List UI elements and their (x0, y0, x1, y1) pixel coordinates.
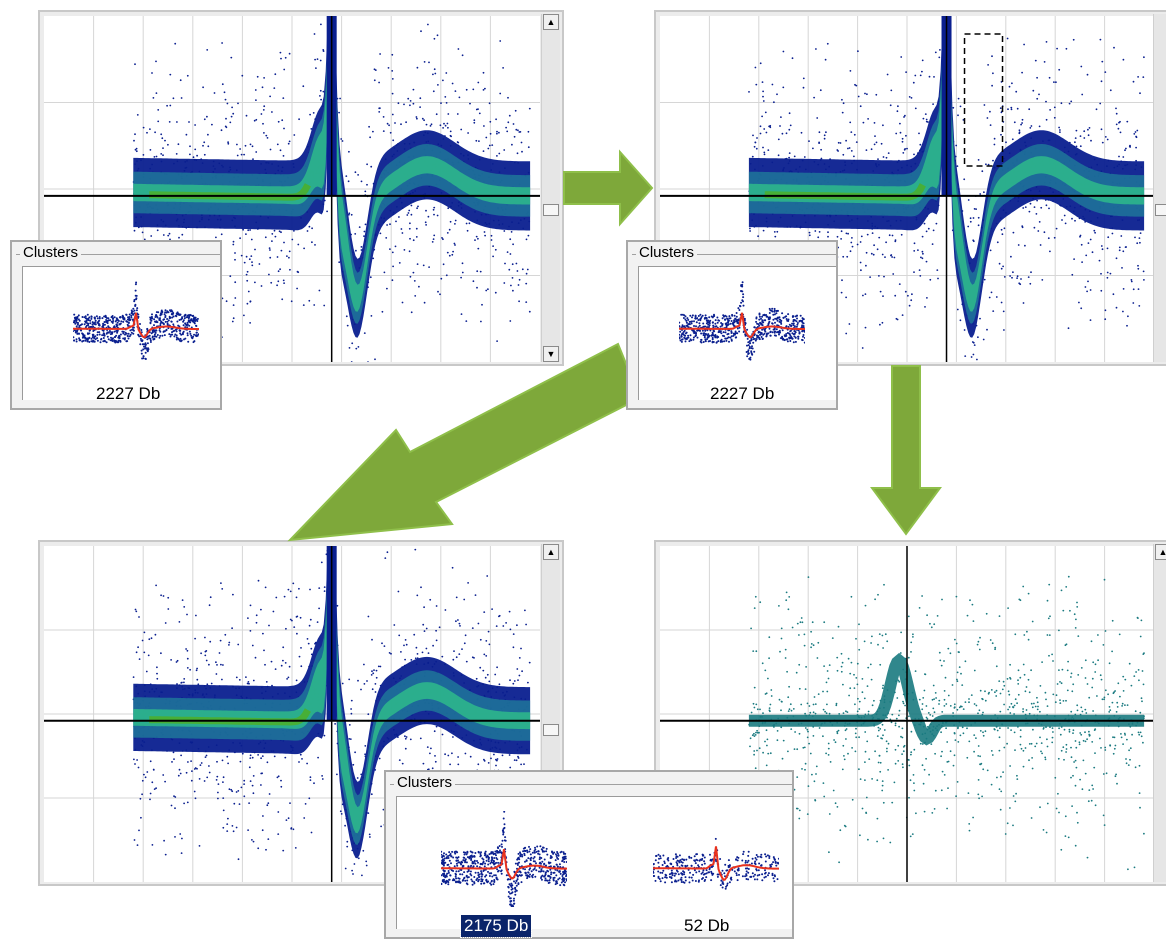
cluster-mini-svg (678, 281, 806, 361)
cluster-label[interactable]: 52 Db (684, 916, 730, 935)
cluster-label[interactable]: 2227 Db (96, 384, 161, 403)
clusters-list: 2227 Db (638, 266, 836, 403)
vertical-scrollbar[interactable] (1153, 14, 1166, 362)
cluster-label-selected[interactable]: 2175 Db (459, 914, 533, 938)
waveform-density-svg (44, 16, 540, 362)
cluster-mini-svg (72, 274, 200, 360)
cluster-label[interactable]: 2227 Db (710, 384, 775, 403)
waveform-panel-bottom-left: ▲ (38, 540, 564, 886)
scroll-up-icon[interactable]: ▲ (1155, 544, 1166, 560)
waveform-isolated-svg (660, 546, 1154, 882)
scrollbar-thumb[interactable] (1155, 204, 1166, 216)
cluster-thumbnail[interactable] (72, 274, 200, 361)
waveform-density-svg (44, 546, 540, 882)
cluster-mini-svg (652, 837, 780, 890)
scrollbar-thumb[interactable] (543, 724, 559, 736)
arrow-down-left-icon (287, 342, 642, 542)
clusters-panel: Clusters 2227 Db (10, 240, 222, 410)
cluster-mini-svg (440, 805, 568, 908)
scroll-down-icon[interactable]: ▼ (543, 346, 559, 362)
clusters-list: 2227 Db (22, 266, 220, 403)
scroll-up-icon[interactable]: ▲ (543, 544, 559, 560)
arrow-down-icon (870, 365, 942, 536)
clusters-title: Clusters (394, 774, 456, 791)
clusters-list: 2175 Db 52 Db (396, 796, 792, 938)
scroll-up-icon[interactable]: ▲ (543, 14, 559, 30)
clusters-title: Clusters (20, 244, 82, 261)
clusters-panel: Clusters 2227 Db (626, 240, 838, 410)
scrollbar-thumb[interactable] (543, 204, 559, 216)
vertical-scrollbar[interactable]: ▲ ▼ (541, 14, 560, 362)
vertical-scrollbar[interactable]: ▲ (1153, 544, 1166, 882)
arrow-right-icon (563, 149, 654, 227)
cluster-thumbnail[interactable] (678, 281, 806, 361)
waveform-panel-bottom-right: ▲ (654, 540, 1166, 886)
clusters-panel: Clusters 2175 Db 52 Db (384, 770, 794, 939)
clusters-title: Clusters (636, 244, 698, 261)
cluster-thumbnail[interactable] (440, 805, 568, 908)
cluster-thumbnail[interactable] (652, 811, 780, 907)
